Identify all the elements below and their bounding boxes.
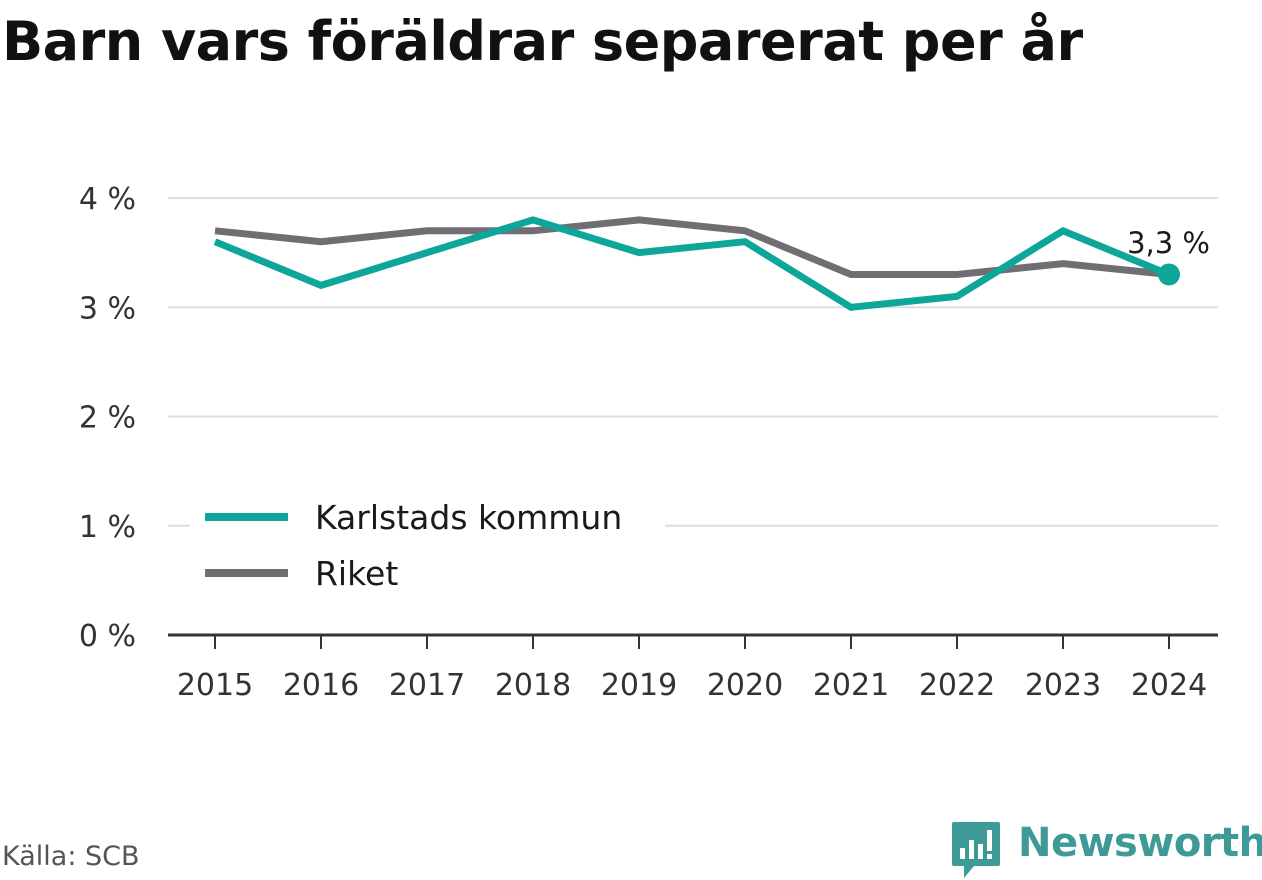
y-tick-label: 4 % bbox=[79, 182, 136, 217]
x-tick-label: 2023 bbox=[1025, 668, 1101, 703]
brand-name: Newsworthy bbox=[1018, 820, 1262, 866]
chart-title: Barn vars föräldrar separerat per år bbox=[2, 10, 1083, 73]
legend: Karlstads kommun Riket bbox=[190, 491, 665, 599]
x-tick-label: 2017 bbox=[389, 668, 465, 703]
y-axis-tick-labels: 0 % 1 % 2 % 3 % 4 % bbox=[79, 182, 136, 654]
series-line bbox=[213, 216, 1171, 311]
legend-label: Riket bbox=[315, 554, 398, 593]
x-tick-label: 2022 bbox=[919, 668, 995, 703]
y-tick-label: 2 % bbox=[79, 401, 136, 436]
y-tick-label: 0 % bbox=[79, 619, 136, 654]
x-axis bbox=[168, 633, 1218, 649]
x-axis-tick-labels: 2015 2016 2017 2018 2019 2020 2021 2022 2023 2024 bbox=[177, 668, 1207, 703]
end-point-marker bbox=[1158, 263, 1180, 286]
y-tick-label: 3 % bbox=[79, 291, 136, 326]
x-tick-label: 2024 bbox=[1131, 668, 1207, 703]
x-tick-label: 2021 bbox=[813, 668, 889, 703]
newsworthy-logo-icon bbox=[952, 822, 1000, 878]
x-tick-label: 2018 bbox=[495, 668, 571, 703]
x-tick-label: 2019 bbox=[601, 668, 677, 703]
x-tick-label: 2020 bbox=[707, 668, 783, 703]
y-tick-label: 1 % bbox=[79, 510, 136, 545]
source-label: Källa: SCB bbox=[2, 841, 140, 872]
series-line bbox=[214, 216, 1170, 278]
x-tick-label: 2016 bbox=[283, 668, 359, 703]
end-annotation: 3,3 % bbox=[1127, 226, 1210, 286]
end-value-label: 3,3 % bbox=[1127, 226, 1210, 260]
legend-label: Karlstads kommun bbox=[315, 498, 622, 537]
x-tick-label: 2015 bbox=[177, 668, 253, 703]
series-lines bbox=[213, 216, 1171, 311]
